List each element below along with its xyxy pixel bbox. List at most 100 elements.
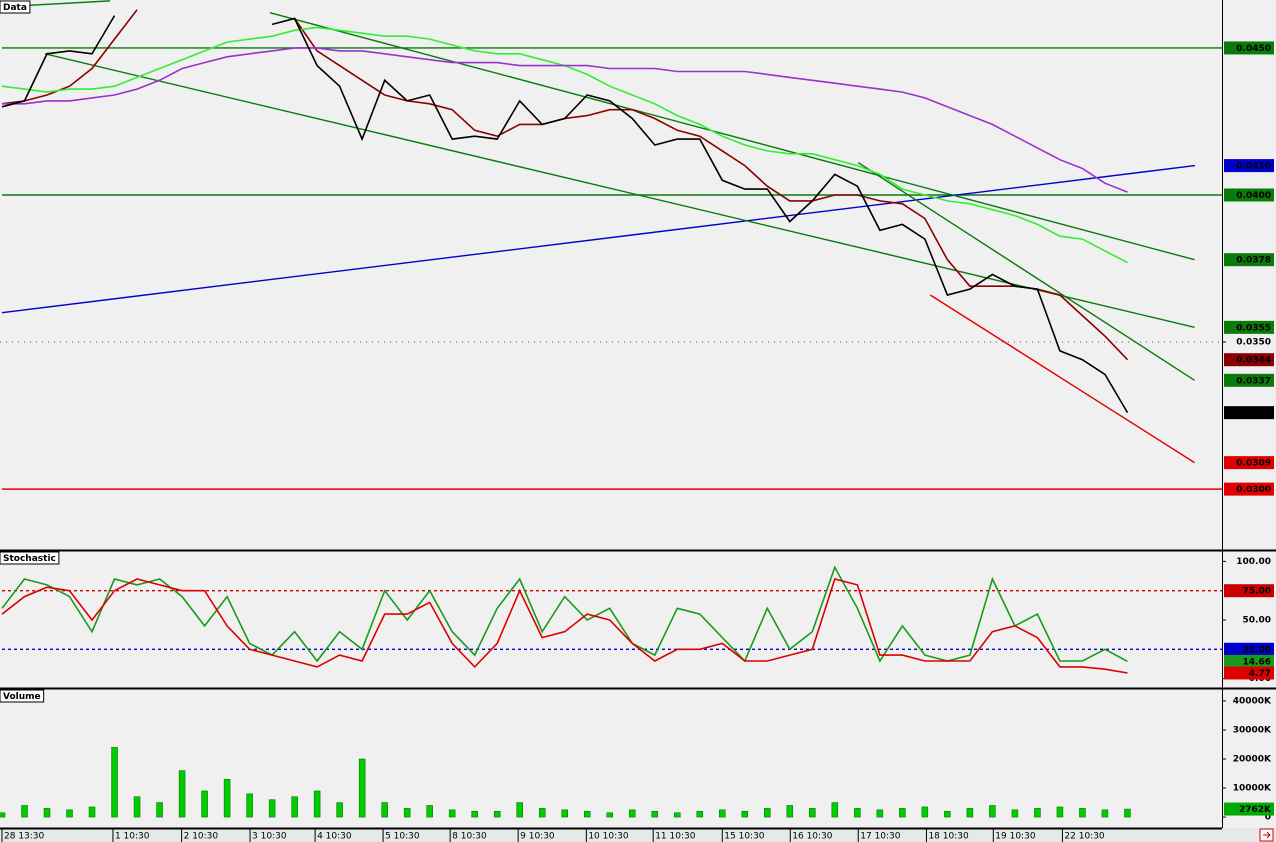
volume-bar (854, 808, 861, 818)
volume-bar (66, 809, 73, 818)
trend-line (269, 11, 1195, 261)
volume-bar (223, 779, 231, 818)
series-line (1, 578, 1128, 674)
series-line (1, 565, 1128, 663)
date-axis (0, 828, 1276, 842)
axis-marker: 25.00 (1243, 645, 1271, 655)
axis-marker-box (1224, 159, 1274, 173)
volume-bar (336, 802, 343, 818)
panel-title-box (0, 0, 31, 14)
volume-bar (719, 809, 726, 818)
volume-bar (764, 808, 771, 818)
volume-bar (358, 758, 366, 818)
panel-title-box (0, 689, 45, 703)
panel-title-box (0, 551, 60, 565)
volume-bar (268, 799, 276, 818)
x-tick-label: 15 10:30 (724, 832, 765, 842)
last-value-box (1224, 654, 1274, 668)
axis-marker-box (1224, 320, 1274, 334)
x-tick-label: 19 10:30 (995, 832, 1036, 842)
scroll-icon (1263, 831, 1271, 839)
last-value: 0.0344 (1236, 356, 1271, 366)
axis-marker: 0.0410 (1236, 162, 1271, 172)
volume-bar (381, 802, 388, 818)
axis-marker: 0.0450 (1236, 44, 1271, 54)
volume-bar (831, 802, 839, 818)
volume-bar (291, 796, 298, 818)
volume-bar (876, 809, 884, 818)
axis-marker: 0.0309 (1236, 459, 1271, 469)
axis-marker-box (1224, 482, 1274, 496)
last-value-box (1224, 666, 1274, 680)
volume-bar (1056, 806, 1064, 818)
volume-bar (0, 812, 6, 818)
x-tick-label: 10 10:30 (588, 832, 629, 842)
volume-bar (448, 809, 456, 818)
last-value: 0.0326 (1236, 409, 1271, 419)
volume-bar (493, 811, 501, 818)
x-tick-label: 5 10:30 (385, 832, 420, 842)
volume-bar (583, 811, 591, 818)
volume-bar (786, 805, 794, 818)
volume-bar (403, 808, 411, 818)
x-tick-label: 2 10:30 (184, 832, 219, 842)
volume-bar (133, 796, 141, 818)
volume-bar (989, 805, 996, 818)
panel-title: Stochastic (3, 554, 56, 564)
volume-bar (1011, 809, 1019, 818)
x-tick-label: 17 10:30 (860, 832, 901, 842)
last-value: 14.66 (1243, 657, 1271, 667)
axis-marker: 0.0355 (1236, 323, 1271, 333)
volume-bar (809, 808, 816, 818)
volume-bar (201, 790, 208, 818)
x-tick-label: 8 10:30 (452, 832, 487, 842)
volume-bar (606, 812, 613, 818)
volume-bar (921, 806, 929, 818)
y-tick-label: 20000K (1233, 754, 1272, 764)
last-value-box (1224, 353, 1274, 367)
volume-bar (944, 811, 951, 818)
trend-line (857, 162, 1195, 381)
panel-title: Data (3, 3, 27, 13)
y-tick-label: 100.00 (1236, 557, 1271, 567)
volume-bar (246, 793, 253, 818)
volume-bar (1034, 808, 1041, 818)
axis-marker: 75.00 (1243, 587, 1271, 597)
volume-bar (21, 805, 28, 818)
y-tick-label: 0.0350 (1236, 338, 1271, 348)
volume-bar (538, 808, 546, 818)
trend-line (929, 294, 1195, 464)
axis-marker-box (1224, 188, 1274, 202)
x-tick-label: 18 10:30 (928, 832, 969, 842)
volume-bar (313, 790, 321, 818)
axis-marker: 0.0337 (1236, 376, 1271, 386)
volume-bar (43, 808, 51, 818)
last-value: 4.77 (1249, 669, 1271, 679)
axis-marker-box (1224, 642, 1274, 656)
x-tick-label: 22 10:30 (1064, 832, 1105, 842)
volume-bar (471, 811, 478, 818)
volume-bar (1124, 808, 1131, 818)
y-tick-label: 0 (1265, 813, 1271, 823)
trend-line (44, 53, 1195, 329)
last-value-box (1224, 406, 1274, 420)
x-tick-label: 4 10:30 (317, 832, 352, 842)
y-tick-label: 50.00 (1243, 615, 1271, 625)
volume-bar (516, 802, 523, 818)
x-tick-label: 1 10:30 (115, 832, 150, 842)
volume-bar (1101, 809, 1109, 818)
volume-bar (426, 805, 433, 818)
x-tick-label: 11 10:30 (655, 832, 696, 842)
volume-bar (629, 809, 636, 818)
y-tick-label: 30000K (1233, 725, 1272, 735)
axis-marker-box (1224, 584, 1274, 598)
series-line (1, 15, 1129, 414)
axis-marker: 2762K (1239, 805, 1272, 815)
volume-bar (741, 811, 749, 818)
axis-marker: 0.0378 (1236, 256, 1271, 266)
y-tick-label: 10000K (1233, 784, 1272, 794)
x-tick-label: 16 10:30 (792, 832, 833, 842)
panel-title: Volume (3, 692, 41, 702)
